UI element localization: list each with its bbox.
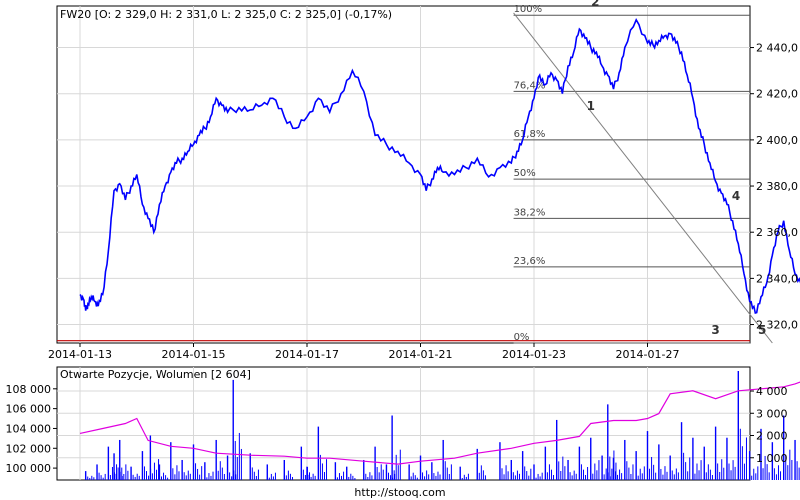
open-interest-tick-label: 106 000	[6, 403, 52, 416]
date-tick-label: 2014-01-17	[275, 348, 339, 361]
price-tick-label: 2 320,0	[756, 319, 798, 332]
volume-tick-label: 1 000	[756, 452, 788, 465]
price-tick-label: 2 360,0	[756, 226, 798, 239]
volume-tick-label: 3 000	[756, 407, 788, 420]
price-plot-frame	[56, 5, 751, 344]
date-x-axis: 2014-01-13 2014-01-15 2014-01-17 2014-01-21…	[48, 343, 679, 361]
fib-level-label: 0%	[514, 332, 530, 343]
date-tick-label: 2014-01-13	[48, 348, 112, 361]
wave-label: 1	[587, 99, 595, 113]
open-interest-tick-label: 108 000	[6, 383, 52, 396]
wave-labels: 1 2 3 4 5	[587, 0, 767, 337]
wave-label: 2	[591, 0, 599, 9]
volume-bars	[84, 371, 800, 480]
fib-level-label: 76,4%	[514, 80, 546, 91]
date-tick-label: 2014-01-27	[616, 348, 680, 361]
open-interest-tick-label: 100 000	[6, 462, 52, 475]
fib-level-label: 61,8%	[514, 129, 546, 140]
price-y-axis: 2 320,0 2 340,0 2 360,0 2 380,0 2 400,0 2 420…	[750, 42, 798, 332]
price-chart-title: FW20 [O: 2 329,0 H: 2 331,0 L: 2 325,0 C…	[60, 8, 392, 21]
open-interest-y-axis: 100 000 102 000 104 000 106 000 108 000	[6, 383, 57, 475]
price-tick-label: 2 380,0	[756, 180, 798, 193]
date-tick-label: 2014-01-23	[502, 348, 566, 361]
price-tick-label: 2 340,0	[756, 272, 798, 285]
wave-label: 3	[711, 323, 719, 337]
source-url[interactable]: http://stooq.com	[354, 486, 445, 499]
volume-tick-label: 2 000	[756, 430, 788, 443]
price-gridlines	[57, 6, 750, 343]
price-tick-label: 2 440,0	[756, 42, 798, 55]
wave-label: 4	[732, 189, 740, 203]
fib-level-label: 100%	[514, 4, 543, 15]
price-tick-label: 2 420,0	[756, 88, 798, 101]
open-interest-line	[79, 381, 800, 465]
volume-tick-label: 4 000	[756, 385, 788, 398]
price-tick-label: 2 400,0	[756, 134, 798, 147]
date-tick-label: 2014-01-21	[389, 348, 453, 361]
volume-chart-title: Otwarte Pozycje, Wolumen [2 604]	[60, 368, 251, 381]
volume-y-axis: 1 000 2 000 3 000 4 000	[750, 385, 788, 465]
fib-level-label: 50%	[514, 168, 536, 179]
fib-level-label: 23,6%	[514, 256, 546, 267]
date-tick-label: 2014-01-15	[162, 348, 226, 361]
fib-level-label: 38,2%	[514, 207, 546, 218]
open-interest-tick-label: 102 000	[6, 442, 52, 455]
volume-plot-frame	[56, 366, 751, 481]
open-interest-tick-label: 104 000	[6, 422, 52, 435]
fibonacci-levels: 100% 76,4% 61,8% 50% 38,2% 23,6% 0%	[513, 4, 750, 344]
price-series-line	[79, 17, 800, 315]
volume-gridlines	[57, 367, 750, 480]
trend-line	[513, 12, 773, 344]
wave-label: 5	[758, 323, 766, 337]
